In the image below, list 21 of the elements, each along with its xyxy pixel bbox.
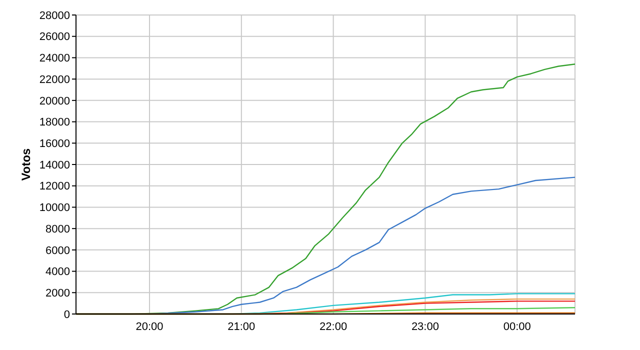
x-tick-label: 00:00: [503, 321, 531, 333]
y-tick-label: 2000: [46, 287, 70, 300]
y-tick-label: 26000: [39, 31, 70, 44]
y-tick-label: 6000: [46, 244, 70, 257]
x-tick-label: 23:00: [411, 321, 439, 333]
y-tick-label: 16000: [39, 138, 70, 150]
y-tick-label: 18000: [39, 116, 70, 129]
x-tick-label: 20:00: [136, 321, 164, 333]
y-tick-label: 0: [64, 308, 70, 321]
x-tick-label: 21:00: [228, 321, 256, 333]
y-tick-label: 20000: [39, 95, 70, 108]
y-tick-label: 8000: [46, 223, 70, 236]
y-axis-title: Votos: [19, 148, 33, 181]
y-tick-label: 10000: [39, 202, 70, 214]
y-tick-label: 28000: [39, 10, 70, 22]
y-tick-label: 12000: [39, 180, 70, 193]
x-tick-label: 22:00: [320, 321, 348, 333]
y-tick-label: 24000: [39, 52, 70, 65]
y-tick-label: 14000: [39, 159, 70, 172]
y-tick-label: 4000: [46, 266, 70, 278]
y-tick-label: 22000: [39, 74, 70, 86]
